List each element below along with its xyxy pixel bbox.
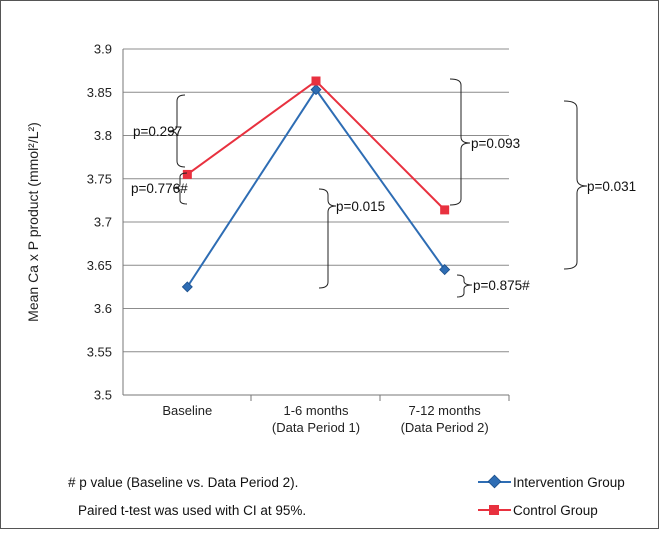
y-tick-label: 3.5 bbox=[94, 388, 112, 403]
data-point bbox=[311, 76, 321, 86]
y-tick-label: 3.8 bbox=[94, 128, 112, 143]
data-point bbox=[310, 84, 322, 96]
y-tick-label: 3.55 bbox=[87, 344, 112, 359]
brace-period1-vs-period2-control bbox=[449, 78, 471, 206]
significance-braces bbox=[168, 78, 588, 298]
y-tick-label: 3.9 bbox=[94, 42, 112, 57]
brace-baseline-vs-period2 bbox=[172, 172, 188, 205]
p-value-label: p=0.297 bbox=[133, 124, 182, 139]
p-value-label: p=0.776# bbox=[131, 181, 188, 196]
legend-label-control: Control Group bbox=[513, 503, 598, 518]
legend-marker-diamond bbox=[487, 474, 502, 489]
data-point bbox=[181, 281, 193, 293]
y-tick-label: 3.65 bbox=[87, 258, 112, 273]
legend: Intervention Group Control Group bbox=[478, 474, 625, 518]
x-category-label: (Data Period 2) bbox=[401, 420, 489, 435]
x-category-label: 7-12 months bbox=[409, 403, 482, 418]
x-category-labels: Baseline 1-6 months (Data Period 1) 7-12 mo… bbox=[162, 403, 488, 435]
data-point bbox=[439, 264, 451, 276]
x-category-label: (Data Period 1) bbox=[272, 420, 360, 435]
legend-entry-intervention: Intervention Group bbox=[478, 474, 625, 490]
series-lines bbox=[181, 76, 451, 293]
y-tick-label: 3.75 bbox=[87, 171, 112, 186]
p-value-label: p=0.031 bbox=[587, 179, 636, 194]
y-tick-label: 3.85 bbox=[87, 85, 112, 100]
y-tick-labels: 3.5 3.55 3.6 3.65 3.7 3.75 3.8 3.85 3.9 bbox=[87, 42, 112, 403]
brace-period2-groups bbox=[456, 274, 473, 298]
p-value-labels: p=0.297 p=0.776# p=0.015 p=0.093 p=0.031… bbox=[131, 124, 636, 293]
footnote: # p value (Baseline vs. Data Period 2). bbox=[68, 475, 298, 490]
footnote: Paired t-test was used with CI at 95%. bbox=[78, 503, 306, 518]
brace-baseline-vs-period1 bbox=[168, 94, 186, 168]
y-tick-label: 3.7 bbox=[94, 215, 112, 230]
series-line bbox=[186, 87, 446, 288]
data-point bbox=[440, 205, 450, 215]
y-axis-label: Mean Ca x P product (mmol²/L²) bbox=[25, 122, 41, 322]
legend-entry-control: Control Group bbox=[478, 503, 598, 518]
legend-label-intervention: Intervention Group bbox=[513, 475, 625, 490]
series-line bbox=[186, 79, 446, 211]
footnotes: # p value (Baseline vs. Data Period 2). … bbox=[68, 475, 306, 518]
axes bbox=[122, 49, 510, 401]
p-value-label: p=0.875# bbox=[473, 278, 530, 293]
x-category-label: Baseline bbox=[162, 403, 212, 418]
data-point bbox=[182, 169, 192, 179]
y-tick-label: 3.6 bbox=[94, 301, 112, 316]
p-value-label: p=0.015 bbox=[336, 199, 385, 214]
p-value-label: p=0.093 bbox=[471, 136, 520, 151]
brace-period1-vs-period2-intervention bbox=[318, 188, 337, 289]
brace-overall bbox=[563, 100, 588, 270]
x-category-label: 1-6 months bbox=[283, 403, 349, 418]
legend-marker-square bbox=[489, 505, 499, 515]
